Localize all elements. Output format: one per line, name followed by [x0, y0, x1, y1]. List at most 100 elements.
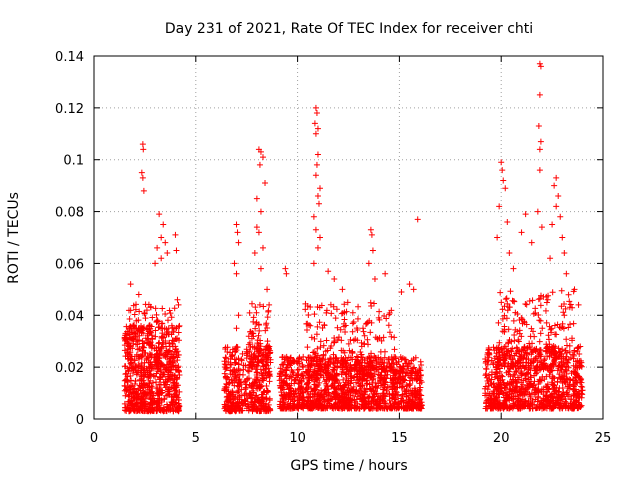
- data-point: [512, 393, 519, 400]
- data-point: [251, 350, 258, 357]
- data-point: [355, 303, 362, 310]
- data-point: [264, 314, 271, 321]
- plot-frame: [93, 55, 604, 420]
- data-point: [391, 370, 398, 377]
- data-point: [563, 389, 570, 396]
- data-point: [354, 359, 361, 366]
- data-point: [532, 405, 539, 412]
- data-point: [142, 388, 149, 395]
- data-point: [364, 319, 371, 326]
- data-point: [574, 344, 581, 351]
- data-point: [564, 359, 571, 366]
- data-point: [392, 354, 399, 361]
- data-point-peak: [156, 211, 163, 218]
- data-point: [397, 377, 404, 384]
- data-point-peak: [510, 265, 517, 272]
- data-point: [538, 399, 545, 406]
- data-point: [175, 407, 182, 414]
- data-point: [366, 317, 373, 324]
- data-point: [543, 393, 550, 400]
- data-point: [552, 350, 559, 357]
- data-point: [310, 393, 317, 400]
- data-point-peak: [312, 226, 319, 233]
- data-point: [147, 363, 154, 370]
- data-point: [523, 389, 530, 396]
- data-point-peak: [264, 286, 271, 293]
- data-point: [565, 291, 572, 298]
- y-axis-label: ROTI / TECUs: [6, 192, 22, 284]
- data-point-peak: [534, 208, 541, 215]
- data-point: [249, 387, 256, 394]
- data-point-peak: [498, 159, 505, 166]
- data-point: [338, 371, 345, 378]
- data-point: [140, 344, 147, 351]
- data-point: [384, 371, 391, 378]
- data-point: [149, 314, 156, 321]
- data-point: [398, 356, 405, 363]
- data-point: [297, 390, 304, 397]
- y-tick-label: 0.12: [55, 102, 84, 117]
- data-point: [353, 353, 360, 360]
- data-point: [128, 398, 135, 405]
- data-point: [135, 391, 142, 398]
- data-point-peak: [496, 203, 503, 210]
- grid-lines: [94, 56, 603, 419]
- data-point: [265, 345, 272, 352]
- data-point: [566, 298, 573, 305]
- data-point: [157, 345, 164, 352]
- data-point: [505, 347, 512, 354]
- data-point-peak: [262, 180, 269, 187]
- data-point: [229, 388, 236, 395]
- data-point: [298, 384, 305, 391]
- data-point: [531, 401, 538, 408]
- y-tick-label: 0.06: [55, 257, 84, 272]
- data-point: [338, 354, 345, 361]
- data-point: [389, 377, 396, 384]
- data-point: [548, 367, 555, 374]
- data-point: [368, 403, 375, 410]
- data-point: [549, 360, 556, 367]
- data-point: [225, 359, 232, 366]
- data-point: [255, 332, 262, 339]
- data-point: [385, 322, 392, 329]
- data-point: [376, 334, 383, 341]
- data-point: [531, 378, 538, 385]
- data-point: [138, 373, 145, 380]
- data-point: [579, 391, 586, 398]
- data-point: [138, 380, 145, 387]
- data-point: [312, 398, 319, 405]
- data-point: [361, 332, 368, 339]
- data-point: [361, 391, 368, 398]
- data-point: [165, 376, 172, 383]
- data-point: [345, 354, 352, 361]
- data-point: [334, 395, 341, 402]
- data-point: [152, 327, 159, 334]
- data-point-peak: [414, 216, 421, 223]
- data-point: [386, 311, 393, 318]
- data-point: [574, 372, 581, 379]
- data-point: [130, 370, 137, 377]
- data-point: [247, 344, 254, 351]
- data-point: [501, 384, 508, 391]
- data-point: [167, 359, 174, 366]
- data-point: [168, 322, 175, 329]
- data-point: [227, 392, 234, 399]
- x-tick-label: 0: [90, 431, 98, 446]
- data-point: [496, 351, 503, 358]
- data-point: [132, 306, 139, 313]
- data-point: [525, 398, 532, 405]
- data-point: [356, 376, 363, 383]
- data-point: [174, 364, 181, 371]
- data-point: [546, 348, 553, 355]
- data-point: [381, 312, 388, 319]
- data-point: [535, 394, 542, 401]
- data-point: [349, 348, 356, 355]
- data-point: [557, 375, 564, 382]
- data-point: [314, 304, 321, 311]
- data-point: [536, 295, 543, 302]
- data-point: [541, 360, 548, 367]
- data-point: [412, 354, 419, 361]
- data-point: [136, 337, 143, 344]
- data-point: [549, 289, 556, 296]
- data-point: [322, 386, 329, 393]
